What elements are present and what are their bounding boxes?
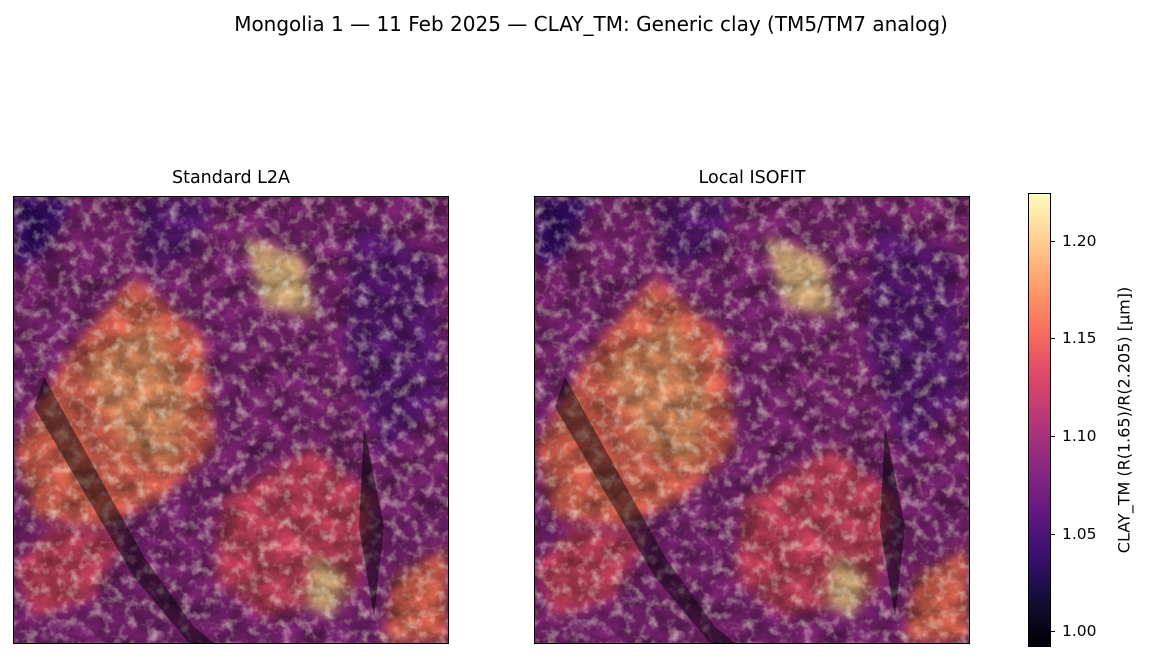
clay-index-map xyxy=(535,197,969,643)
standard-l2a-image xyxy=(13,196,449,644)
local-isofit-image xyxy=(534,196,970,644)
colorbar-tick xyxy=(1050,338,1055,339)
clay-index-map xyxy=(14,197,448,643)
figure-title: Mongolia 1 — 11 Feb 2025 — CLAY_TM: Gene… xyxy=(234,12,948,36)
colorbar-tick-label: 1.00 xyxy=(1062,622,1097,640)
colorbar-tick-label: 1.15 xyxy=(1062,329,1097,347)
colorbar-tick xyxy=(1050,534,1055,535)
panel-title-standard-l2a: Standard L2A xyxy=(171,168,291,188)
colorbar xyxy=(1028,193,1051,647)
colorbar-tick-label: 1.20 xyxy=(1062,232,1097,250)
colorbar-tick xyxy=(1050,436,1055,437)
panel-title-local-isofit: Local ISOFIT xyxy=(698,168,806,188)
colorbar-tick xyxy=(1050,631,1055,632)
colorbar-tick-label: 1.05 xyxy=(1062,525,1097,543)
colorbar-label: CLAY_TM (R(1.65)/R(2.205) [µm]) xyxy=(1114,286,1134,554)
colorbar-tick-label: 1.10 xyxy=(1062,427,1097,445)
colorbar-tick xyxy=(1050,241,1055,242)
